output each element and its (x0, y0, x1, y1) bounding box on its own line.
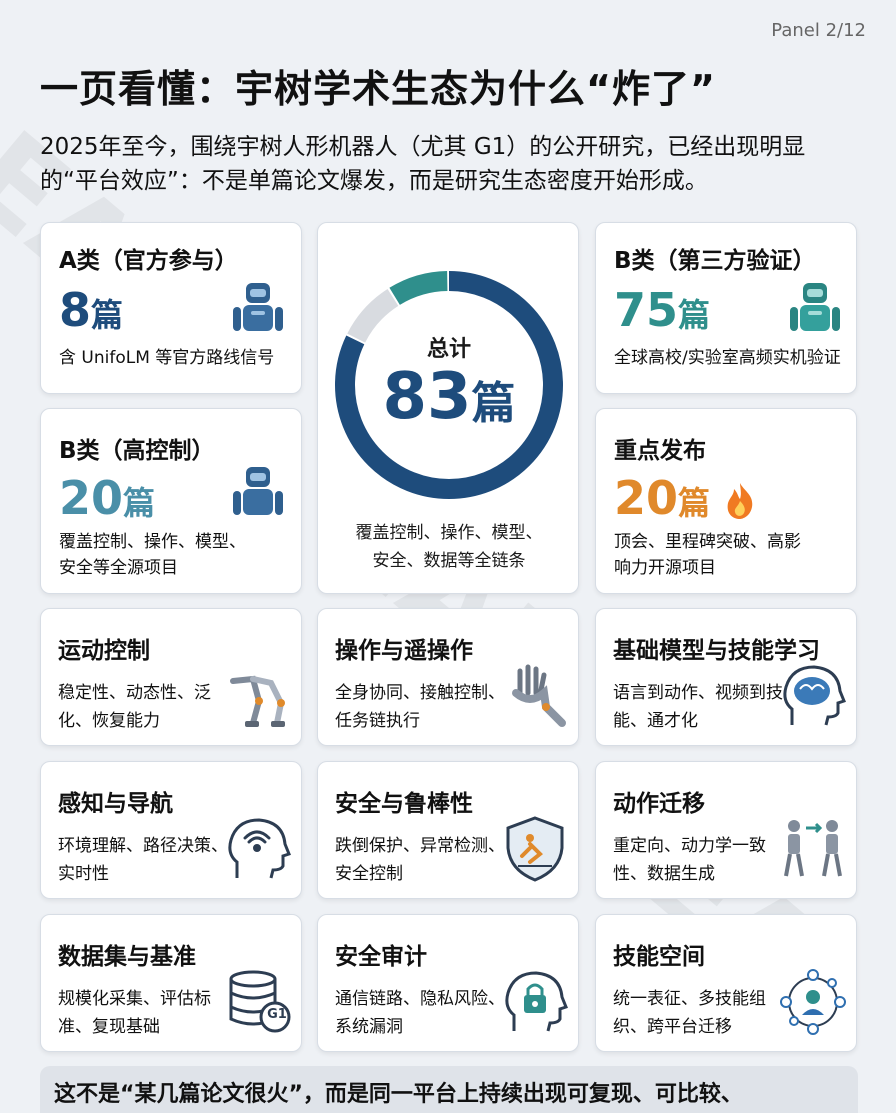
topic-card: 技能空间统一表征、多技能组织、跨平台迁移 (595, 914, 857, 1052)
topic-card: 动作迁移重定向、动力学一致性、数据生成 (595, 761, 857, 899)
card-title: 重点发布 (614, 438, 706, 464)
database-icon (223, 967, 293, 1041)
card-high-control: B类（高控制） 20篇 覆盖控制、操作、模型、安全等全源项目 (40, 408, 302, 594)
motion-transfer-icon (778, 814, 848, 888)
card-desc: 含 UnifoLM 等官方路线信号 (59, 348, 275, 368)
footer-note: 这不是“某几篇论文很火”，而是同一平台上持续出现可复现、可比较、 (40, 1066, 858, 1113)
panel-indicator: Panel 2/12 (771, 20, 866, 41)
card-desc: 全球高校/实验室高频实机验证 (614, 348, 841, 368)
topic-desc: 语言到动作、视频到技能、通才化 (613, 683, 783, 731)
donut-chart (335, 271, 563, 499)
topic-card: 操作与遥操作全身协同、接触控制、任务链执行 (317, 608, 579, 746)
card-official: A类（官方参与） 8篇 含 UnifoLM 等官方路线信号 (40, 222, 302, 394)
card-count: 20篇 (59, 471, 156, 525)
topic-title: 感知与导航 (58, 791, 173, 817)
donut-segment-blue (335, 271, 563, 499)
page-title: 一页看懂：宇树学术生态为什么“炸了” (40, 67, 716, 111)
topic-desc: 全身协同、接触控制、任务链执行 (335, 683, 505, 731)
topic-title: 操作与遥操作 (335, 638, 473, 664)
card-title: A类（官方参与） (59, 248, 238, 274)
donut-total: 83篇 (382, 360, 516, 434)
topic-title: 技能空间 (613, 944, 705, 970)
intro-text: 2025年至今，围绕宇树人形机器人（尤其 G1）的公开研究，已经出现明显的“平台… (40, 134, 806, 194)
card-key-releases: 重点发布 20篇 顶会、里程碑突破、高影响力开源项目 (595, 408, 857, 594)
topic-title: 运动控制 (58, 638, 150, 664)
topic-title: 动作迁移 (613, 791, 705, 817)
robot-legs-icon (223, 661, 293, 735)
topic-desc: 稳定性、动态性、泛化、恢复能力 (58, 683, 211, 731)
card-desc: 顶会、里程碑突破、高影响力开源项目 (614, 532, 801, 578)
topic-desc: 重定向、动力学一致性、数据生成 (613, 836, 766, 884)
topic-title: 安全与鲁棒性 (335, 791, 473, 817)
card-title: B类（高控制） (59, 438, 215, 464)
footer-text: 这不是“某几篇论文很火”，而是同一平台上持续出现可复现、可比较、 (54, 1082, 743, 1107)
topic-desc: 跌倒保护、异常检测、安全控制 (335, 836, 505, 884)
topic-desc: 通信链路、隐私风险、系统漏洞 (335, 989, 505, 1037)
card-desc: 覆盖控制、操作、模型、安全等全源项目 (59, 532, 246, 578)
card-count: 8篇 (59, 283, 124, 337)
donut-label: 总计 (426, 337, 471, 362)
topic-title: 基础模型与技能学习 (613, 638, 820, 664)
shield-icon (500, 814, 570, 888)
robot-hand-icon (500, 661, 570, 735)
badge-label: G1 (267, 1007, 287, 1022)
topic-title: 数据集与基准 (58, 944, 196, 970)
robot-icon (790, 283, 840, 331)
perception-head-icon (223, 814, 293, 888)
topic-card: 安全审计通信链路、隐私风险、系统漏洞 (317, 914, 579, 1052)
lock-head-icon (500, 967, 570, 1041)
brain-head-icon (778, 661, 848, 735)
topic-card: 运动控制稳定性、动态性、泛化、恢复能力 (40, 608, 302, 746)
card-count: 75篇 (614, 283, 711, 337)
fire-icon (727, 483, 753, 519)
network-icon (778, 967, 848, 1041)
topic-desc: 统一表征、多技能组织、跨平台迁移 (613, 989, 766, 1037)
topic-card: 数据集与基准规模化采集、评估标准、复现基础 G1 (40, 914, 302, 1052)
card-count: 20篇 (614, 471, 711, 525)
topic-desc: 环境理解、路径决策、实时性 (58, 836, 228, 884)
topic-card: 安全与鲁棒性跌倒保护、异常检测、安全控制 (317, 761, 579, 899)
card-third-party: B类（第三方验证） 75篇 全球高校/实验室高频实机验证 (595, 222, 857, 394)
robot-icon (233, 467, 283, 515)
card-total-donut: 总计 83篇 覆盖控制、操作、模型、安全、数据等全链条 (317, 222, 579, 594)
topic-desc: 规模化采集、评估标准、复现基础 (58, 989, 211, 1037)
robot-icon (233, 283, 283, 331)
topic-card: 基础模型与技能学习语言到动作、视频到技能、通才化 (595, 608, 857, 746)
donut-desc: 覆盖控制、操作、模型、安全、数据等全链条 (355, 523, 543, 571)
card-title: B类（第三方验证） (614, 248, 816, 274)
topic-card: 感知与导航环境理解、路径决策、实时性 (40, 761, 302, 899)
topic-title: 安全审计 (335, 944, 427, 970)
